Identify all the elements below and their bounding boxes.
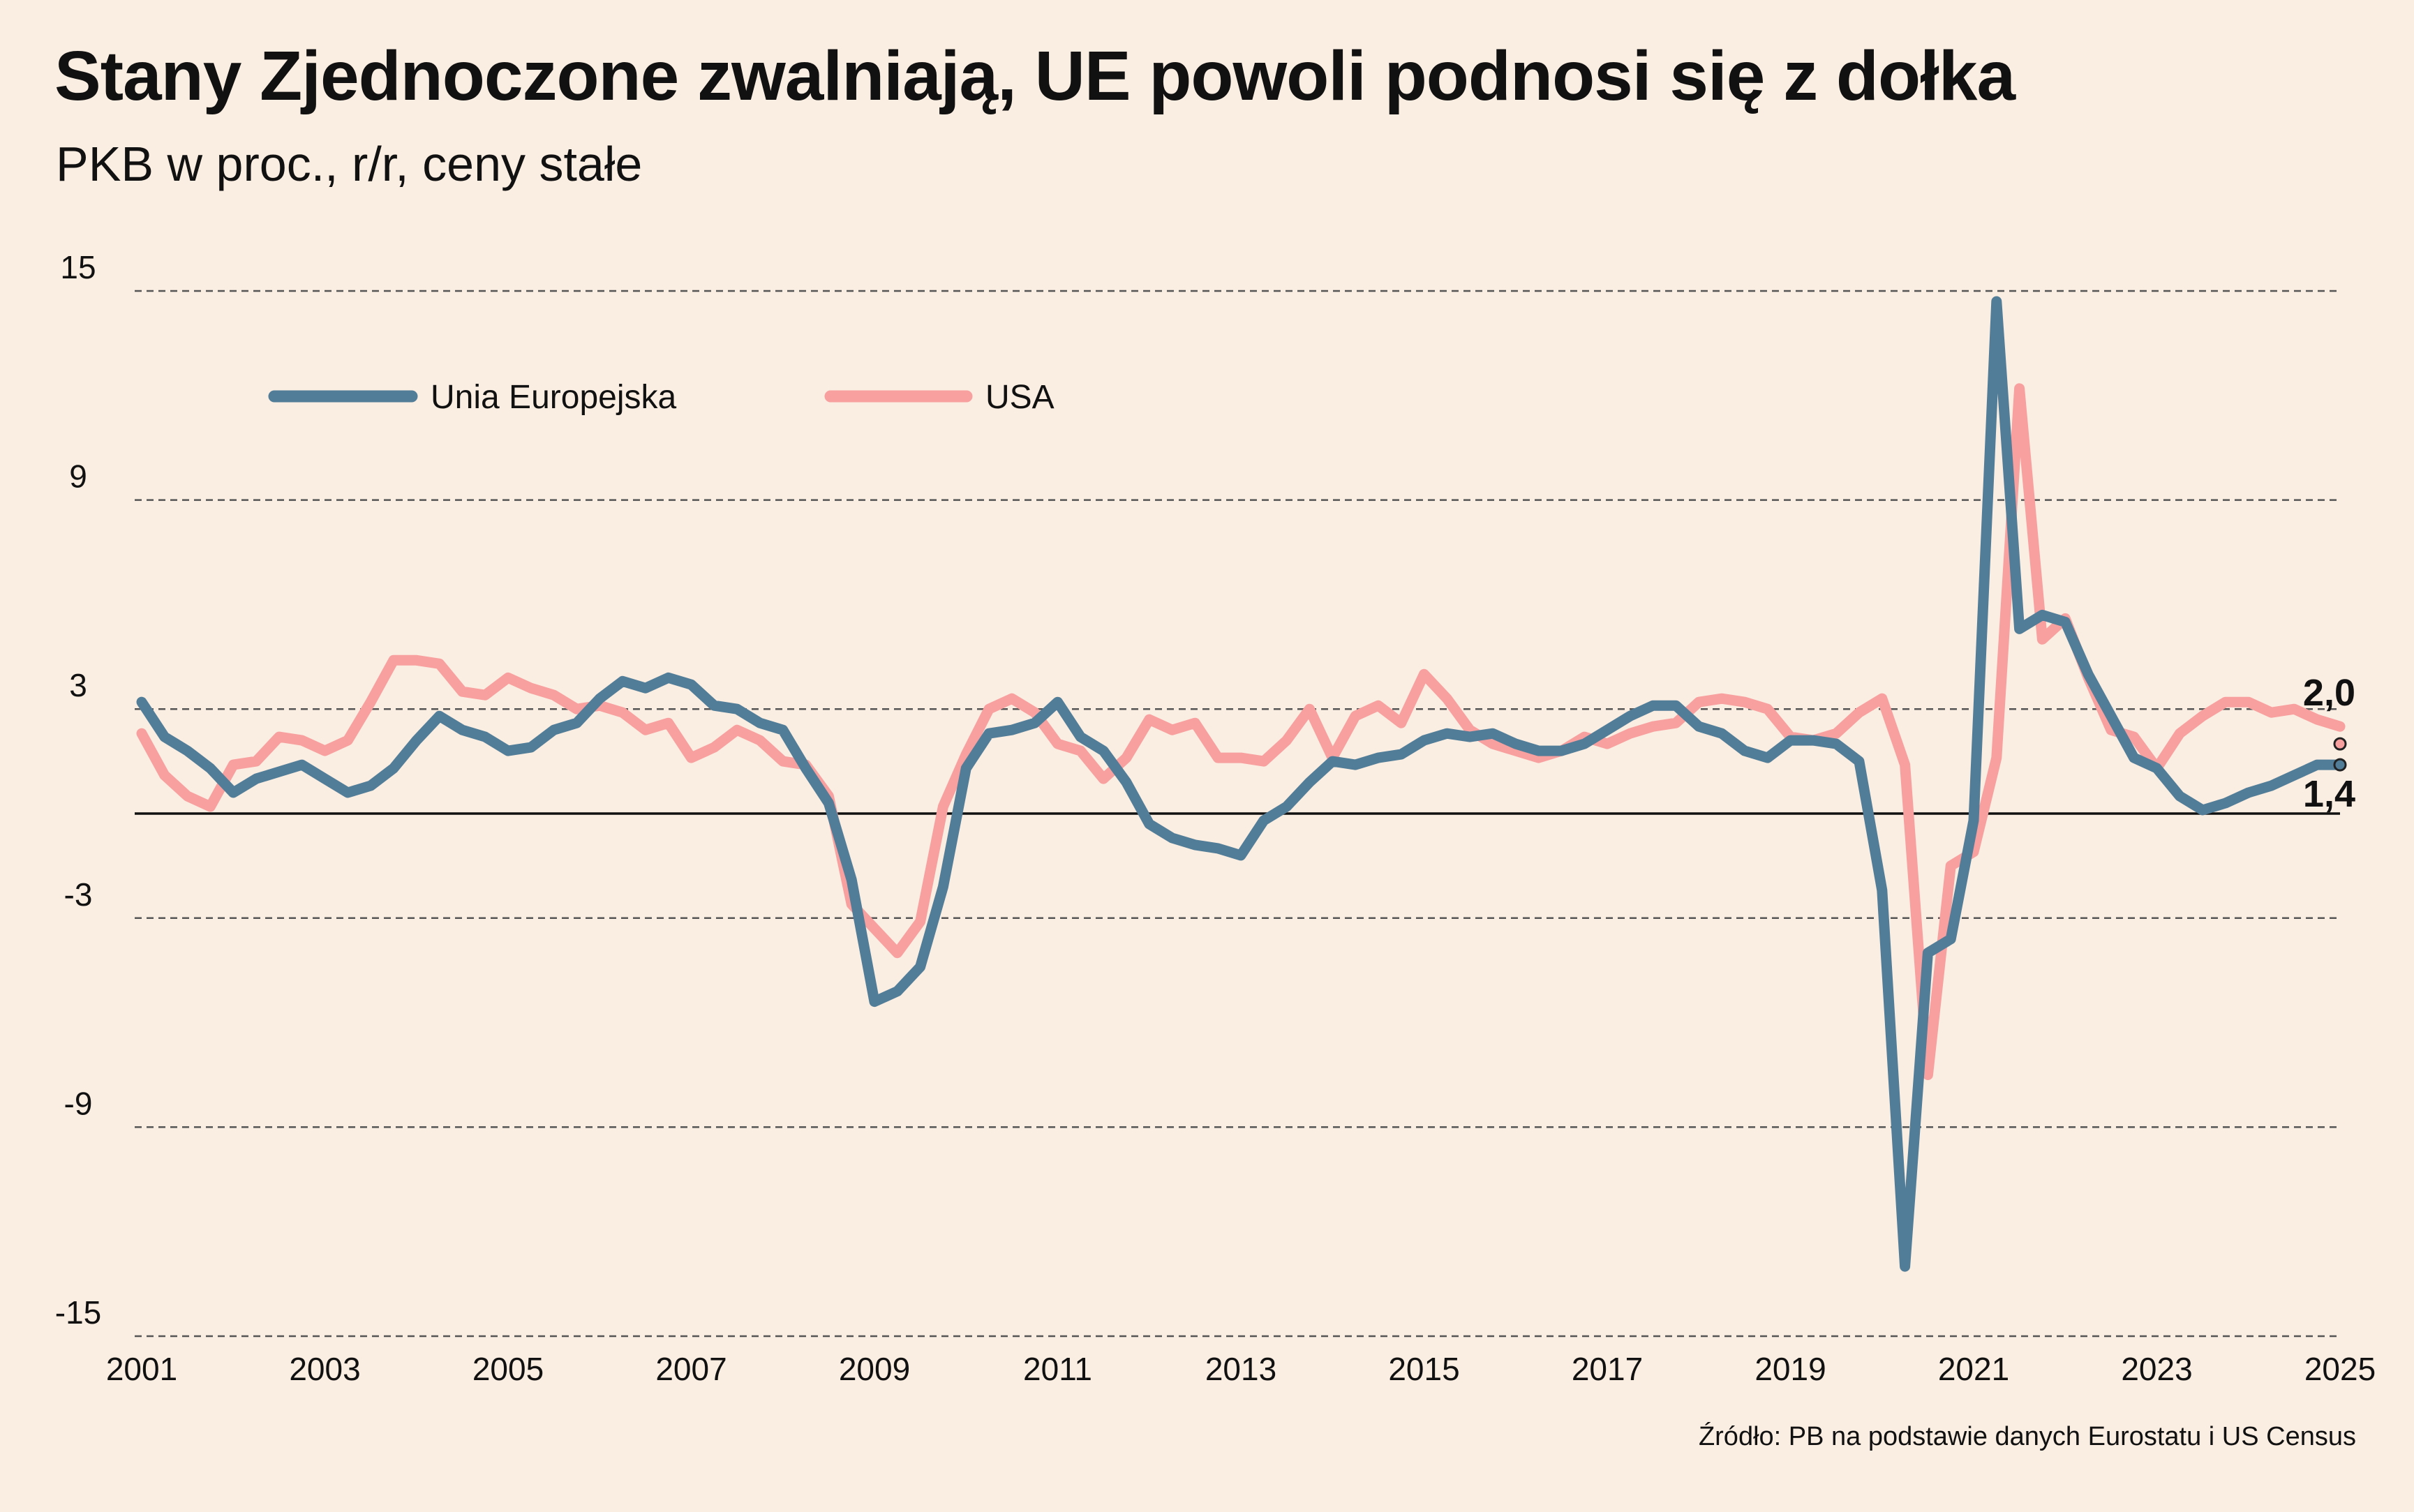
x-tick-label: 2023 bbox=[2121, 1351, 2192, 1387]
series-line-usa bbox=[136, 383, 2346, 1080]
y-tick-label: -3 bbox=[64, 876, 93, 913]
end-marker bbox=[2333, 758, 2347, 772]
x-tick-label: 2013 bbox=[1205, 1351, 1276, 1387]
chart-subtitle: PKB w proc., r/r, ceny stałe bbox=[56, 137, 643, 191]
x-tick-label: 2015 bbox=[1388, 1351, 1459, 1387]
x-tick-label: 2021 bbox=[1938, 1351, 2009, 1387]
y-tick-label: 9 bbox=[69, 458, 87, 495]
y-tick-label: -9 bbox=[64, 1085, 93, 1121]
x-axis-ticks: 2001 2003 2005 2007 2009 2011 2013 2015 2017 2019… bbox=[106, 1351, 2376, 1387]
x-tick-label: 2025 bbox=[2304, 1351, 2376, 1387]
end-value-label: 1,4 bbox=[2303, 773, 2355, 815]
end-value-label: 2,0 bbox=[2303, 672, 2355, 714]
y-tick-label: -15 bbox=[55, 1294, 101, 1331]
x-tick-label: 2009 bbox=[839, 1351, 910, 1387]
legend-label: USA bbox=[985, 379, 1055, 416]
source-note: Źródło: PB na podstawie danych Eurostatu… bbox=[1698, 1422, 2356, 1451]
x-tick-label: 2001 bbox=[106, 1351, 177, 1387]
x-tick-label: 2011 bbox=[1023, 1351, 1092, 1387]
x-tick-label: 2003 bbox=[289, 1351, 360, 1387]
end-markers: 2,0 1,4 bbox=[2303, 672, 2355, 815]
x-tick-label: 2019 bbox=[1754, 1351, 1826, 1387]
legend-label: Unia Europejska bbox=[431, 379, 677, 416]
x-tick-label: 2017 bbox=[1572, 1351, 1643, 1387]
y-tick-label: 3 bbox=[69, 667, 87, 703]
chart-title: Stany Zjednoczone zwalniają, UE powoli p… bbox=[54, 37, 2016, 115]
end-marker bbox=[2333, 737, 2347, 751]
series-line-eu bbox=[136, 296, 2346, 1272]
y-axis-ticks: 15 9 3 -3 -9 -15 bbox=[55, 249, 101, 1331]
x-tick-label: 2007 bbox=[655, 1351, 727, 1387]
x-tick-label: 2005 bbox=[472, 1351, 544, 1387]
y-tick-label: 15 bbox=[60, 249, 96, 285]
series-lines bbox=[136, 296, 2346, 1272]
legend: Unia Europejska USA bbox=[268, 379, 1055, 416]
